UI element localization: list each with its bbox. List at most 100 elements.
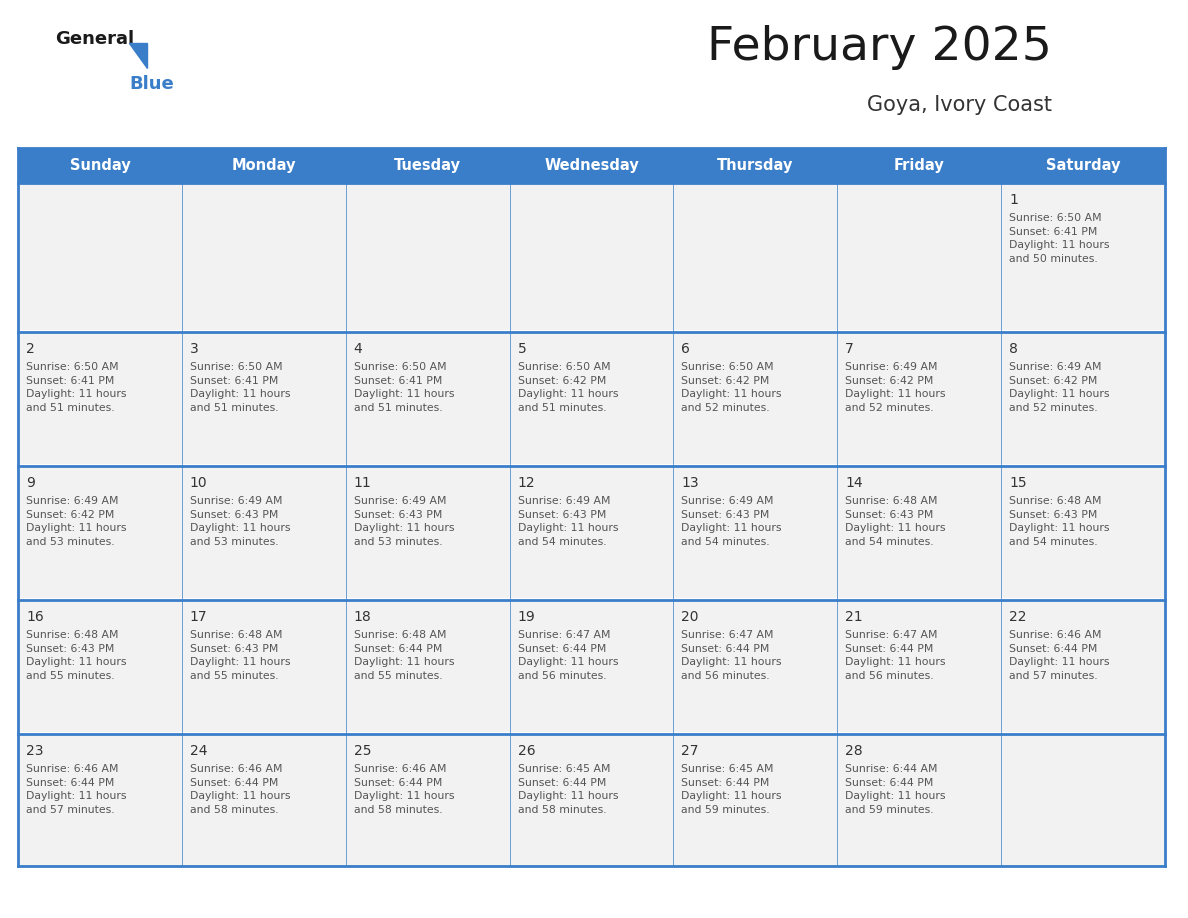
Text: 16: 16: [26, 610, 44, 624]
Bar: [674, 734, 838, 866]
Text: 8: 8: [1009, 342, 1018, 356]
Bar: [1001, 183, 1165, 330]
Bar: [838, 734, 1001, 866]
Bar: [182, 183, 346, 330]
Bar: [346, 332, 510, 464]
Text: Sunrise: 6:47 AM
Sunset: 6:44 PM
Daylight: 11 hours
and 56 minutes.: Sunrise: 6:47 AM Sunset: 6:44 PM Dayligh…: [518, 630, 618, 681]
Text: 6: 6: [682, 342, 690, 356]
Bar: [510, 332, 674, 464]
Text: Sunrise: 6:45 AM
Sunset: 6:44 PM
Daylight: 11 hours
and 58 minutes.: Sunrise: 6:45 AM Sunset: 6:44 PM Dayligh…: [518, 764, 618, 815]
Bar: [674, 332, 838, 464]
Text: 22: 22: [1009, 610, 1026, 624]
Text: Sunrise: 6:48 AM
Sunset: 6:43 PM
Daylight: 11 hours
and 54 minutes.: Sunrise: 6:48 AM Sunset: 6:43 PM Dayligh…: [1009, 496, 1110, 547]
Text: Sunrise: 6:49 AM
Sunset: 6:42 PM
Daylight: 11 hours
and 53 minutes.: Sunrise: 6:49 AM Sunset: 6:42 PM Dayligh…: [26, 496, 126, 547]
Text: Sunrise: 6:49 AM
Sunset: 6:43 PM
Daylight: 11 hours
and 53 minutes.: Sunrise: 6:49 AM Sunset: 6:43 PM Dayligh…: [354, 496, 454, 547]
Bar: [346, 183, 510, 330]
Text: Sunrise: 6:49 AM
Sunset: 6:43 PM
Daylight: 11 hours
and 54 minutes.: Sunrise: 6:49 AM Sunset: 6:43 PM Dayligh…: [518, 496, 618, 547]
Bar: [1001, 466, 1165, 598]
Bar: [674, 600, 838, 732]
Bar: [182, 332, 346, 464]
Text: Sunday: Sunday: [70, 158, 131, 173]
Text: Sunrise: 6:46 AM
Sunset: 6:44 PM
Daylight: 11 hours
and 58 minutes.: Sunrise: 6:46 AM Sunset: 6:44 PM Dayligh…: [190, 764, 290, 815]
Text: Sunrise: 6:50 AM
Sunset: 6:41 PM
Daylight: 11 hours
and 50 minutes.: Sunrise: 6:50 AM Sunset: 6:41 PM Dayligh…: [1009, 213, 1110, 263]
Bar: [182, 600, 346, 732]
Text: Thursday: Thursday: [718, 158, 794, 173]
Text: Sunrise: 6:49 AM
Sunset: 6:43 PM
Daylight: 11 hours
and 54 minutes.: Sunrise: 6:49 AM Sunset: 6:43 PM Dayligh…: [682, 496, 782, 547]
Text: 23: 23: [26, 744, 44, 758]
Bar: [838, 600, 1001, 732]
Text: Sunrise: 6:50 AM
Sunset: 6:42 PM
Daylight: 11 hours
and 52 minutes.: Sunrise: 6:50 AM Sunset: 6:42 PM Dayligh…: [682, 362, 782, 413]
Bar: [510, 734, 674, 866]
Text: Sunrise: 6:46 AM
Sunset: 6:44 PM
Daylight: 11 hours
and 57 minutes.: Sunrise: 6:46 AM Sunset: 6:44 PM Dayligh…: [26, 764, 126, 815]
Bar: [510, 600, 674, 732]
Bar: [1001, 600, 1165, 732]
Text: Sunrise: 6:50 AM
Sunset: 6:41 PM
Daylight: 11 hours
and 51 minutes.: Sunrise: 6:50 AM Sunset: 6:41 PM Dayligh…: [354, 362, 454, 413]
Text: 20: 20: [682, 610, 699, 624]
Text: 7: 7: [846, 342, 854, 356]
Text: 3: 3: [190, 342, 198, 356]
Bar: [18, 600, 182, 732]
Bar: [838, 183, 1001, 330]
Text: 2: 2: [26, 342, 34, 356]
Text: 5: 5: [518, 342, 526, 356]
Text: Sunrise: 6:46 AM
Sunset: 6:44 PM
Daylight: 11 hours
and 57 minutes.: Sunrise: 6:46 AM Sunset: 6:44 PM Dayligh…: [1009, 630, 1110, 681]
Text: Sunrise: 6:48 AM
Sunset: 6:43 PM
Daylight: 11 hours
and 54 minutes.: Sunrise: 6:48 AM Sunset: 6:43 PM Dayligh…: [846, 496, 946, 547]
Text: Sunrise: 6:48 AM
Sunset: 6:43 PM
Daylight: 11 hours
and 55 minutes.: Sunrise: 6:48 AM Sunset: 6:43 PM Dayligh…: [26, 630, 126, 681]
Text: General: General: [55, 30, 134, 48]
Text: 28: 28: [846, 744, 862, 758]
Bar: [18, 183, 182, 330]
Text: Wednesday: Wednesday: [544, 158, 639, 173]
Text: 18: 18: [354, 610, 372, 624]
Bar: [18, 332, 182, 464]
Bar: [838, 466, 1001, 598]
Text: Sunrise: 6:50 AM
Sunset: 6:42 PM
Daylight: 11 hours
and 51 minutes.: Sunrise: 6:50 AM Sunset: 6:42 PM Dayligh…: [518, 362, 618, 413]
Bar: [510, 183, 674, 330]
Bar: [1001, 734, 1165, 866]
Text: Sunrise: 6:48 AM
Sunset: 6:44 PM
Daylight: 11 hours
and 55 minutes.: Sunrise: 6:48 AM Sunset: 6:44 PM Dayligh…: [354, 630, 454, 681]
Bar: [510, 466, 674, 598]
Text: 11: 11: [354, 476, 372, 490]
Text: Sunrise: 6:47 AM
Sunset: 6:44 PM
Daylight: 11 hours
and 56 minutes.: Sunrise: 6:47 AM Sunset: 6:44 PM Dayligh…: [682, 630, 782, 681]
Text: 4: 4: [354, 342, 362, 356]
Text: 10: 10: [190, 476, 208, 490]
Text: 9: 9: [26, 476, 34, 490]
Text: 13: 13: [682, 476, 699, 490]
Text: Sunrise: 6:49 AM
Sunset: 6:42 PM
Daylight: 11 hours
and 52 minutes.: Sunrise: 6:49 AM Sunset: 6:42 PM Dayligh…: [1009, 362, 1110, 413]
Text: 21: 21: [846, 610, 862, 624]
Bar: [1001, 332, 1165, 464]
Text: Sunrise: 6:50 AM
Sunset: 6:41 PM
Daylight: 11 hours
and 51 minutes.: Sunrise: 6:50 AM Sunset: 6:41 PM Dayligh…: [190, 362, 290, 413]
Bar: [838, 332, 1001, 464]
Text: Blue: Blue: [129, 75, 173, 93]
Bar: [674, 466, 838, 598]
Text: 19: 19: [518, 610, 536, 624]
Text: 1: 1: [1009, 193, 1018, 207]
Text: Saturday: Saturday: [1045, 158, 1120, 173]
Bar: [182, 734, 346, 866]
Bar: [18, 734, 182, 866]
Text: Sunrise: 6:47 AM
Sunset: 6:44 PM
Daylight: 11 hours
and 56 minutes.: Sunrise: 6:47 AM Sunset: 6:44 PM Dayligh…: [846, 630, 946, 681]
Text: 14: 14: [846, 476, 862, 490]
Text: February 2025: February 2025: [707, 26, 1053, 71]
Text: 15: 15: [1009, 476, 1026, 490]
Text: 24: 24: [190, 744, 208, 758]
Bar: [346, 734, 510, 866]
Text: 25: 25: [354, 744, 371, 758]
Bar: [346, 600, 510, 732]
Bar: [674, 183, 838, 330]
Text: Sunrise: 6:50 AM
Sunset: 6:41 PM
Daylight: 11 hours
and 51 minutes.: Sunrise: 6:50 AM Sunset: 6:41 PM Dayligh…: [26, 362, 126, 413]
Text: 17: 17: [190, 610, 208, 624]
Text: Sunrise: 6:48 AM
Sunset: 6:43 PM
Daylight: 11 hours
and 55 minutes.: Sunrise: 6:48 AM Sunset: 6:43 PM Dayligh…: [190, 630, 290, 681]
Text: Sunrise: 6:49 AM
Sunset: 6:43 PM
Daylight: 11 hours
and 53 minutes.: Sunrise: 6:49 AM Sunset: 6:43 PM Dayligh…: [190, 496, 290, 547]
Text: Sunrise: 6:45 AM
Sunset: 6:44 PM
Daylight: 11 hours
and 59 minutes.: Sunrise: 6:45 AM Sunset: 6:44 PM Dayligh…: [682, 764, 782, 815]
Text: Tuesday: Tuesday: [394, 158, 461, 173]
Polygon shape: [129, 43, 147, 68]
Text: Sunrise: 6:44 AM
Sunset: 6:44 PM
Daylight: 11 hours
and 59 minutes.: Sunrise: 6:44 AM Sunset: 6:44 PM Dayligh…: [846, 764, 946, 815]
Text: Goya, Ivory Coast: Goya, Ivory Coast: [867, 95, 1053, 115]
Bar: [18, 148, 1165, 183]
Text: Monday: Monday: [232, 158, 296, 173]
Bar: [182, 466, 346, 598]
Bar: [18, 466, 182, 598]
Text: Sunrise: 6:46 AM
Sunset: 6:44 PM
Daylight: 11 hours
and 58 minutes.: Sunrise: 6:46 AM Sunset: 6:44 PM Dayligh…: [354, 764, 454, 815]
Text: 27: 27: [682, 744, 699, 758]
Bar: [346, 466, 510, 598]
